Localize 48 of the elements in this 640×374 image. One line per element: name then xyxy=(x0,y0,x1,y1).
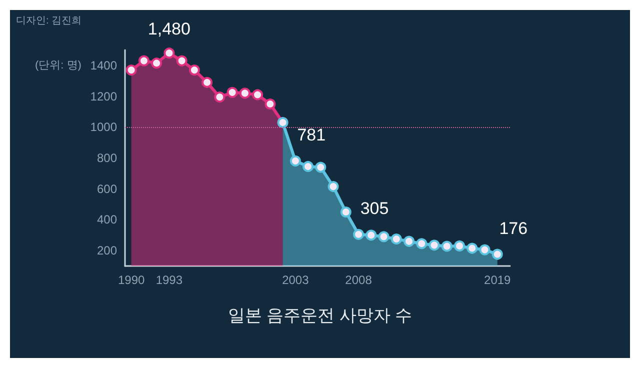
point xyxy=(479,244,490,256)
point xyxy=(226,86,238,98)
x-tick-label: 2019 xyxy=(484,273,512,287)
point xyxy=(416,238,428,250)
y-tick-label: 200 xyxy=(96,244,118,258)
point xyxy=(302,160,314,172)
point xyxy=(138,55,150,66)
text: 일본 음주운전 사망자 수 xyxy=(228,306,412,325)
data-label: 781 xyxy=(297,125,326,144)
point xyxy=(188,64,200,76)
point xyxy=(214,92,226,103)
point xyxy=(390,234,402,244)
text: 디자인: 김진희 xyxy=(16,16,82,26)
y-tick-label: 1000 xyxy=(90,120,118,134)
y-tick-label: 800 xyxy=(96,151,118,165)
point xyxy=(264,98,276,110)
point xyxy=(340,206,352,218)
point xyxy=(176,55,188,66)
point xyxy=(366,230,377,241)
point xyxy=(378,231,390,242)
x-tick-label: 2008 xyxy=(345,273,372,287)
point xyxy=(151,58,162,69)
y-axis-title: (단위: 명) xyxy=(35,60,82,72)
point xyxy=(164,48,175,59)
point xyxy=(466,242,478,254)
data-label: 1,480 xyxy=(148,20,190,39)
point xyxy=(239,88,250,99)
x-tick-label: 2003 xyxy=(282,273,310,287)
data-label: 176 xyxy=(499,218,528,238)
point xyxy=(404,236,415,247)
data-label: 305 xyxy=(360,198,389,218)
x-tick-label: 1993 xyxy=(156,273,183,287)
point xyxy=(126,64,137,76)
point xyxy=(202,76,213,88)
point xyxy=(290,155,301,166)
point xyxy=(328,181,339,192)
x-tick-label: 1990 xyxy=(118,273,145,287)
point xyxy=(441,240,452,252)
y-tick-label: 1400 xyxy=(90,58,118,72)
y-tick-label: 600 xyxy=(96,182,118,196)
point xyxy=(353,228,364,240)
point xyxy=(428,240,440,251)
point xyxy=(315,162,326,173)
point xyxy=(252,89,264,100)
point xyxy=(454,240,466,252)
y-tick-label: 1200 xyxy=(90,89,118,104)
y-tick-label: 400 xyxy=(96,212,118,227)
point xyxy=(492,248,503,260)
